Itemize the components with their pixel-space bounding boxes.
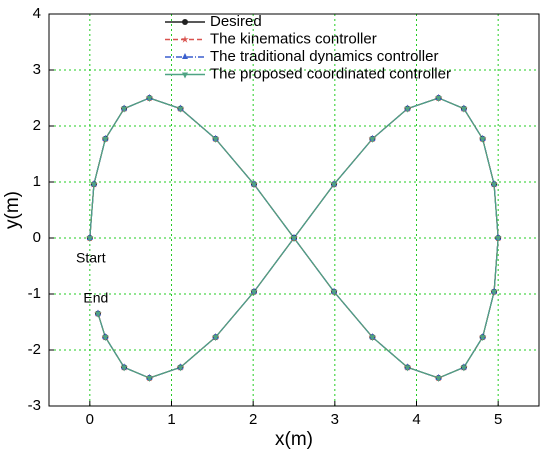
marker (331, 289, 338, 296)
legend-marker (181, 35, 189, 43)
plot-frame (48, 13, 540, 407)
marker (121, 365, 128, 372)
marker (479, 136, 486, 143)
y-tick-label: 0 (33, 229, 41, 246)
marker (369, 136, 376, 143)
legend-marker (182, 72, 188, 79)
x-tick-label: 3 (331, 411, 339, 428)
marker (404, 106, 411, 113)
x-tick-label: 2 (249, 411, 257, 428)
marker (146, 96, 153, 102)
marker (102, 136, 109, 143)
marker (460, 106, 467, 113)
marker (90, 182, 97, 189)
marker (435, 376, 442, 382)
marker (86, 236, 93, 242)
legend-label: The traditional dynamics controller (210, 48, 438, 65)
marker (212, 335, 219, 342)
y-tick-label: 1 (33, 173, 41, 190)
legend-marker (182, 19, 188, 25)
marker (291, 236, 297, 242)
marker (369, 335, 376, 342)
y-tick-label: -3 (28, 397, 41, 414)
y-tick-label: -1 (28, 285, 41, 302)
legend-label: Desired (210, 13, 262, 30)
marker (146, 376, 153, 382)
y-tick-label: 2 (33, 117, 41, 134)
legend-marker (182, 53, 188, 59)
marker (404, 365, 411, 372)
marker (479, 335, 486, 342)
marker (177, 365, 184, 372)
annotation: Start (76, 250, 106, 266)
marker (102, 335, 109, 342)
x-axis-label: x(m) (275, 429, 313, 450)
marker (177, 106, 184, 113)
marker (250, 182, 257, 189)
marker (491, 182, 498, 189)
x-tick-label: 5 (494, 411, 502, 428)
marker (95, 311, 101, 318)
marker (121, 106, 128, 113)
y-tick-label: 3 (33, 61, 41, 78)
marker (491, 289, 498, 296)
marker (495, 236, 502, 242)
annotation: End (83, 290, 108, 306)
y-axis-label: y(m) (2, 191, 23, 229)
series-line (89, 97, 499, 379)
legend-label: The kinematics controller (210, 30, 377, 47)
marker (250, 289, 257, 296)
legend-label: The proposed coordinated controller (210, 65, 451, 82)
x-tick-label: 0 (86, 411, 94, 428)
y-tick-label: -2 (28, 341, 41, 358)
marker (435, 96, 442, 102)
x-tick-label: 4 (412, 411, 420, 428)
marker (212, 136, 219, 143)
marker (331, 182, 338, 189)
marker (460, 365, 467, 372)
x-tick-label: 1 (167, 411, 175, 428)
y-tick-label: 4 (33, 5, 41, 22)
